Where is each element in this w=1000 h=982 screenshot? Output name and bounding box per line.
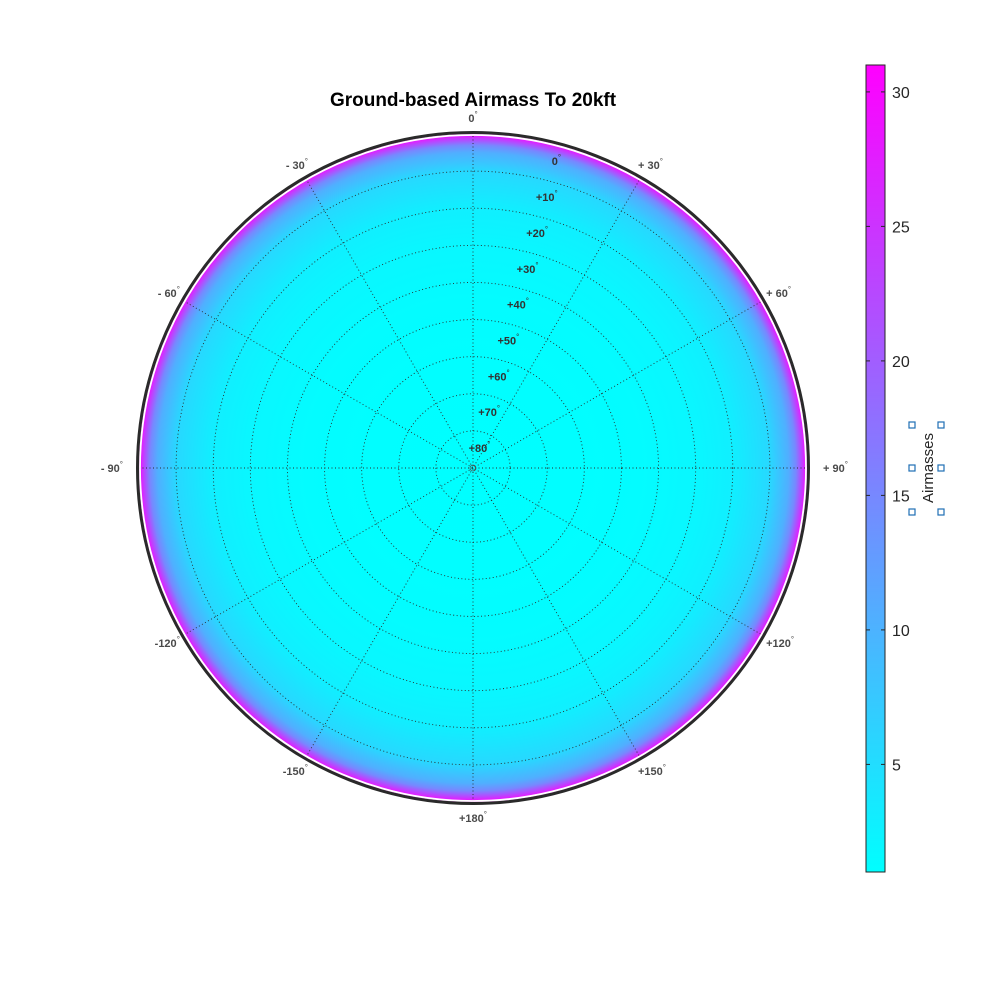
azimuth-label: 0° [468,110,477,125]
colorbar-tick-label: 10 [892,623,910,640]
azimuth-grid [139,134,807,802]
airmass-field [139,134,807,802]
inner-rim [139,134,807,802]
azimuth-spoke [183,300,763,636]
colorbar: 5 10 15 20 25 30 Airmasses [865,64,945,873]
colorbar-scale [865,64,886,873]
elevation-label: +10° [536,189,558,204]
chart-title: Ground-based Airmass To 20kft [330,90,617,111]
elevation-label: +60° [488,368,510,383]
azimuth-label: - 30° [286,157,308,172]
outer-rim [136,131,810,805]
elevation-label: +80° [469,440,491,455]
colorbar-tick-label: 15 [892,488,910,505]
center-marker [469,464,477,472]
elevation-label: +70° [478,404,500,419]
selection-handle[interactable] [937,508,945,516]
colorbar-tick-label: 5 [892,757,901,774]
colorbar-ticks: 5 10 15 20 25 30 [866,85,910,774]
elevation-ring [286,281,660,655]
colorbar-tick-label: 20 [892,354,910,371]
selection-handle[interactable] [908,421,916,429]
azimuth-label: -150° [283,763,308,778]
azimuth-label: -120° [155,635,180,650]
azimuth-labels: 0° + 30° + 60° + 90° +120° +150° +180° -150° -12… [101,110,848,825]
selection-handle[interactable] [908,508,916,516]
azimuth-spoke [183,300,763,636]
azimuth-spoke [305,178,641,758]
selection-handle[interactable] [937,464,945,472]
azimuth-label: - 90° [101,460,123,475]
colorbar-tick-label: 30 [892,85,910,102]
elevation-labels: 0° +10° +20° +30° +40° +50° +60° +70° +80° [469,153,561,455]
selection-handle[interactable] [937,421,945,429]
azimuth-spoke [305,178,641,758]
azimuth-label: + 60° [766,285,791,300]
colorbar-label-selection-handles[interactable] [908,421,945,516]
elevation-label: +50° [497,332,519,347]
azimuth-label: +150° [638,763,666,778]
azimuth-label: + 90° [823,460,848,475]
colorbar-tick-label: 25 [892,219,910,236]
azimuth-label: +180° [459,810,487,825]
polar-plot: 0° + 30° + 60° + 90° +120° +150° +180° -150° -12… [101,110,848,825]
elevation-label: 0° [552,153,561,168]
azimuth-label: + 30° [638,157,663,172]
azimuth-label: +120° [766,635,794,650]
elevation-label: +30° [517,261,539,276]
elevation-label: +40° [507,297,529,312]
colorbar-label[interactable]: Airmasses [920,433,937,503]
selection-handle[interactable] [908,464,916,472]
azimuth-label: - 60° [158,285,180,300]
elevation-label: +20° [526,225,548,240]
